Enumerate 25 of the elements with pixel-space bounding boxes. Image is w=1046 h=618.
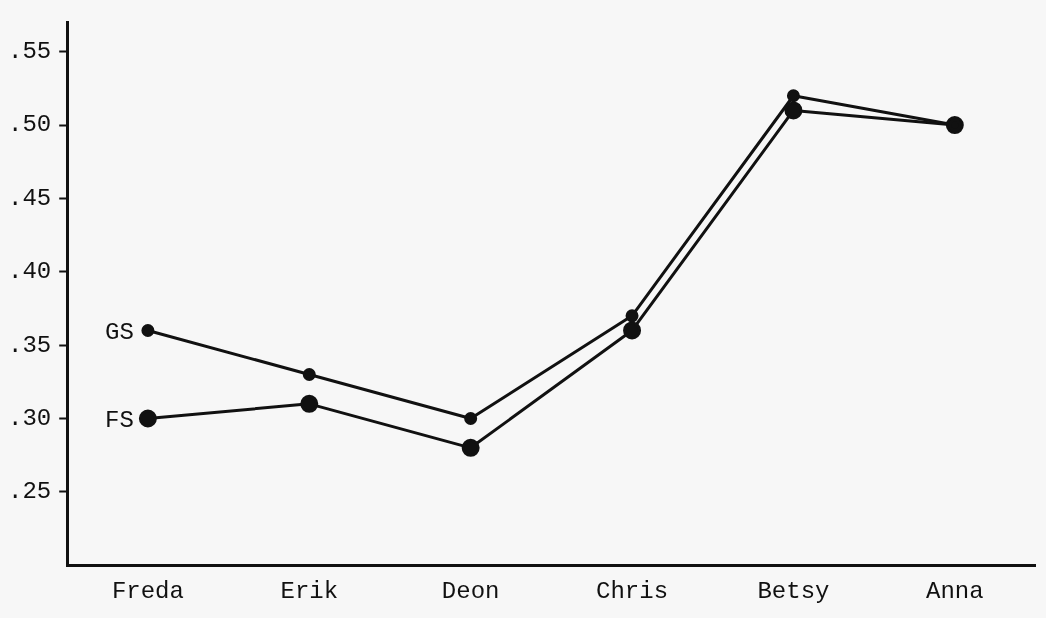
x-tick-label: Deon (441, 577, 500, 605)
point (623, 321, 642, 340)
y-tick-label: .25 (7, 478, 52, 506)
point (302, 367, 316, 381)
y-tick-label: .55 (7, 38, 52, 66)
point (141, 323, 155, 337)
point (300, 394, 319, 413)
point (784, 101, 803, 120)
x-tick-label: Freda (111, 577, 184, 605)
x-tick-label: Erik (280, 577, 339, 605)
point (464, 412, 478, 425)
y-tick-label: .45 (7, 184, 52, 212)
point (625, 309, 639, 323)
x-tick-label: Betsy (757, 577, 830, 605)
series-label: GS (105, 318, 134, 346)
point (461, 438, 480, 457)
x-tick-label: Chris (596, 577, 669, 605)
y-tick-label: .35 (7, 331, 52, 359)
y-tick-label: .50 (7, 111, 52, 139)
y-tick-label: .40 (7, 258, 52, 286)
x-tick-label: Anna (926, 577, 984, 605)
point (138, 409, 157, 428)
series-label: FS (105, 406, 134, 434)
point (786, 89, 800, 103)
y-tick-label: .30 (7, 404, 52, 432)
